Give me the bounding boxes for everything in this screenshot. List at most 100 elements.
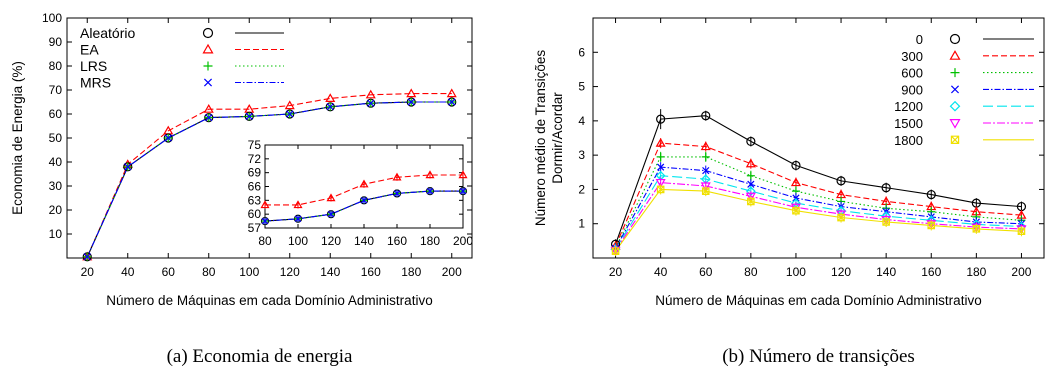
data-point-EA (284, 100, 295, 110)
x-tick-label: 120 (280, 265, 300, 279)
legend-label-1200: 1200 (894, 99, 923, 114)
data-point-1800 (701, 187, 710, 195)
y-tick-label: 20 (49, 203, 63, 217)
inset-data-point-EA (326, 193, 336, 202)
data-point-300 (655, 137, 666, 147)
data-point-MRS (326, 103, 334, 111)
inset-x-tick-label: 180 (420, 234, 440, 248)
legend-marker-1800 (950, 135, 960, 144)
y-tick-label: 2 (578, 182, 585, 196)
y-tick-label: 4 (578, 114, 585, 128)
legend-marker-300 (949, 50, 961, 60)
data-point-MRS (83, 253, 91, 261)
legend-label-600: 600 (901, 66, 923, 81)
x-tick-label: 160 (921, 265, 941, 279)
series-line-1800 (615, 188, 1022, 252)
inset-x-tick-label: 80 (258, 234, 272, 248)
inset-data-point-MRS (327, 210, 335, 218)
y-axis-label-line1: Número médio de Transições (533, 50, 548, 227)
data-point-900 (702, 166, 710, 175)
inset-x-tick-label: 200 (453, 234, 473, 248)
inset-x-tick-label: 120 (321, 234, 341, 248)
data-point-600 (701, 152, 710, 161)
y-tick-label: 6 (578, 45, 585, 59)
inset-data-point-MRS (426, 187, 434, 195)
inset-y-tick-label: 69 (248, 166, 262, 180)
inset-x-tick-label: 160 (387, 234, 407, 248)
data-point-1800 (882, 218, 890, 226)
x-axis-label: Número de Máquinas em cada Domínio Admin… (655, 293, 981, 308)
inset-data-point-EA (260, 200, 270, 209)
legend-marker-LRS (203, 61, 213, 71)
x-tick-label: 140 (876, 265, 896, 279)
x-axis-label: Número de Máquinas em cada Domínio Admin… (106, 293, 432, 308)
inset-data-point-MRS (360, 197, 368, 204)
legend-marker-Aleatório (202, 27, 214, 39)
y-tick-label: 80 (49, 59, 63, 73)
legend-label-Aleatório: Aleatório (80, 25, 135, 41)
data-point-0 (926, 189, 936, 200)
caption-a: (a) Economia de energia (167, 346, 353, 367)
data-point-MRS (245, 112, 253, 121)
data-point-EA (325, 93, 336, 103)
inset-x-tick-label: 140 (354, 234, 374, 248)
data-point-0 (746, 136, 756, 147)
legend-label-MRS: MRS (80, 75, 111, 91)
y-tick-label: 70 (49, 83, 63, 97)
x-tick-label: 20 (81, 265, 95, 279)
y-tick-label: 3 (578, 148, 585, 162)
data-point-MRS (164, 134, 172, 142)
inset-data-point-EA (392, 172, 402, 181)
series-line-300 (614, 142, 1022, 247)
x-tick-label: 180 (966, 265, 986, 279)
y-axis-label: Economia de Energia (%) (10, 61, 25, 215)
y-tick-label: 40 (49, 155, 63, 169)
legend-marker-0 (949, 33, 961, 45)
data-point-1500 (655, 178, 666, 188)
legend-marker-EA (202, 43, 214, 54)
x-tick-label: 120 (831, 265, 851, 279)
data-point-0 (836, 176, 846, 186)
chart-energy-savings: 10 20 30 40 50 60 70 80 90 100 20 40 60 80 100 120 140 16… (10, 11, 473, 367)
chart-transitions: 1 2 3 4 5 6 20 40 60 80 100 120 140 160 180 200 Número d… (533, 17, 1045, 367)
x-tick-label: 100 (239, 265, 259, 279)
series-line-1200 (615, 175, 1022, 250)
data-point-EA (446, 88, 457, 98)
data-point-1800 (611, 247, 620, 255)
series-line-1500 (615, 182, 1022, 251)
data-point-MRS (286, 110, 294, 118)
y-axis-label-line2: Dormir/Acordar (550, 92, 565, 184)
y-tick-label: 60 (49, 107, 63, 121)
x-tick-label: 200 (1011, 265, 1031, 279)
y-tick-label: 90 (49, 35, 63, 49)
y-tick-label: 1 (578, 217, 585, 231)
series-line-MRS (86, 101, 452, 258)
data-point-EA (365, 89, 376, 99)
x-tick-label: 80 (744, 265, 758, 279)
y-tick-label: 30 (49, 179, 63, 193)
legend-marker-1200 (949, 100, 961, 112)
x-tick-label: 60 (699, 265, 713, 279)
legend-marker-MRS (203, 78, 213, 87)
data-point-1800 (927, 221, 936, 230)
inset-y-tick-label: 63 (248, 193, 262, 207)
inset-data-point-EA (359, 179, 369, 188)
data-point-300 (745, 158, 756, 168)
legend-marker-1500 (949, 119, 961, 129)
inset-data-point-EA (293, 200, 303, 209)
data-point-1800 (1017, 227, 1026, 236)
x-tick-label: 60 (162, 265, 176, 279)
legend-label-EA: EA (80, 42, 99, 58)
data-point-EA (203, 103, 214, 113)
y-tick-label: 10 (49, 227, 63, 241)
plot-frame (592, 17, 1045, 259)
inset-data-point-EA (425, 170, 435, 179)
series-line-900 (615, 166, 1022, 249)
inset-data-point-EA (458, 170, 468, 179)
data-point-0 (656, 114, 666, 124)
legend-label-900: 900 (901, 82, 923, 97)
legend-label-0: 0 (916, 32, 923, 47)
data-point-900 (657, 163, 665, 171)
data-point-1500 (700, 182, 711, 192)
